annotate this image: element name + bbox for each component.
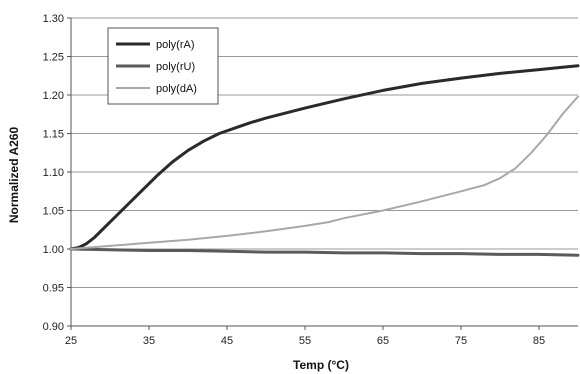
y-tick-label: 1.20 (43, 90, 64, 102)
x-axis-label: Temp (°C) (293, 358, 349, 372)
y-tick-label: 1.10 (43, 167, 64, 179)
y-axis-label: Normalized A260 (7, 127, 21, 224)
x-tick-label: 65 (377, 335, 389, 347)
axes: 0.90 0.95 1.00 1.05 1.10 1.15 1.20 1.25 1.30 25 35… (43, 13, 578, 347)
legend-label: poly(rA) (156, 39, 195, 51)
series-lines (69, 64, 580, 257)
series-line-1 (69, 64, 580, 251)
y-tick-label: 0.90 (43, 321, 64, 333)
series-line-3 (70, 95, 579, 250)
x-tick-label: 45 (221, 335, 233, 347)
y-tick-label: 1.15 (43, 129, 64, 141)
legend-label: poly(dA) (156, 83, 197, 95)
y-tick-label: 1.25 (43, 52, 64, 64)
x-tick-label: 55 (299, 335, 311, 347)
x-tick-label: 75 (455, 335, 467, 347)
legend-label: poly(rU) (156, 61, 195, 73)
series-line-2 (69, 247, 580, 257)
y-tick-label: 1.30 (43, 13, 64, 25)
y-tick-label: 0.95 (43, 283, 64, 295)
y-tick-label: 1.00 (43, 244, 64, 256)
x-tick-label: 25 (65, 335, 77, 347)
x-tick-label: 35 (143, 335, 155, 347)
legend: poly(rA) poly(rU) poly(dA) (107, 27, 219, 105)
y-tick-label: 1.05 (43, 206, 64, 218)
x-tick-label: 85 (533, 335, 545, 347)
